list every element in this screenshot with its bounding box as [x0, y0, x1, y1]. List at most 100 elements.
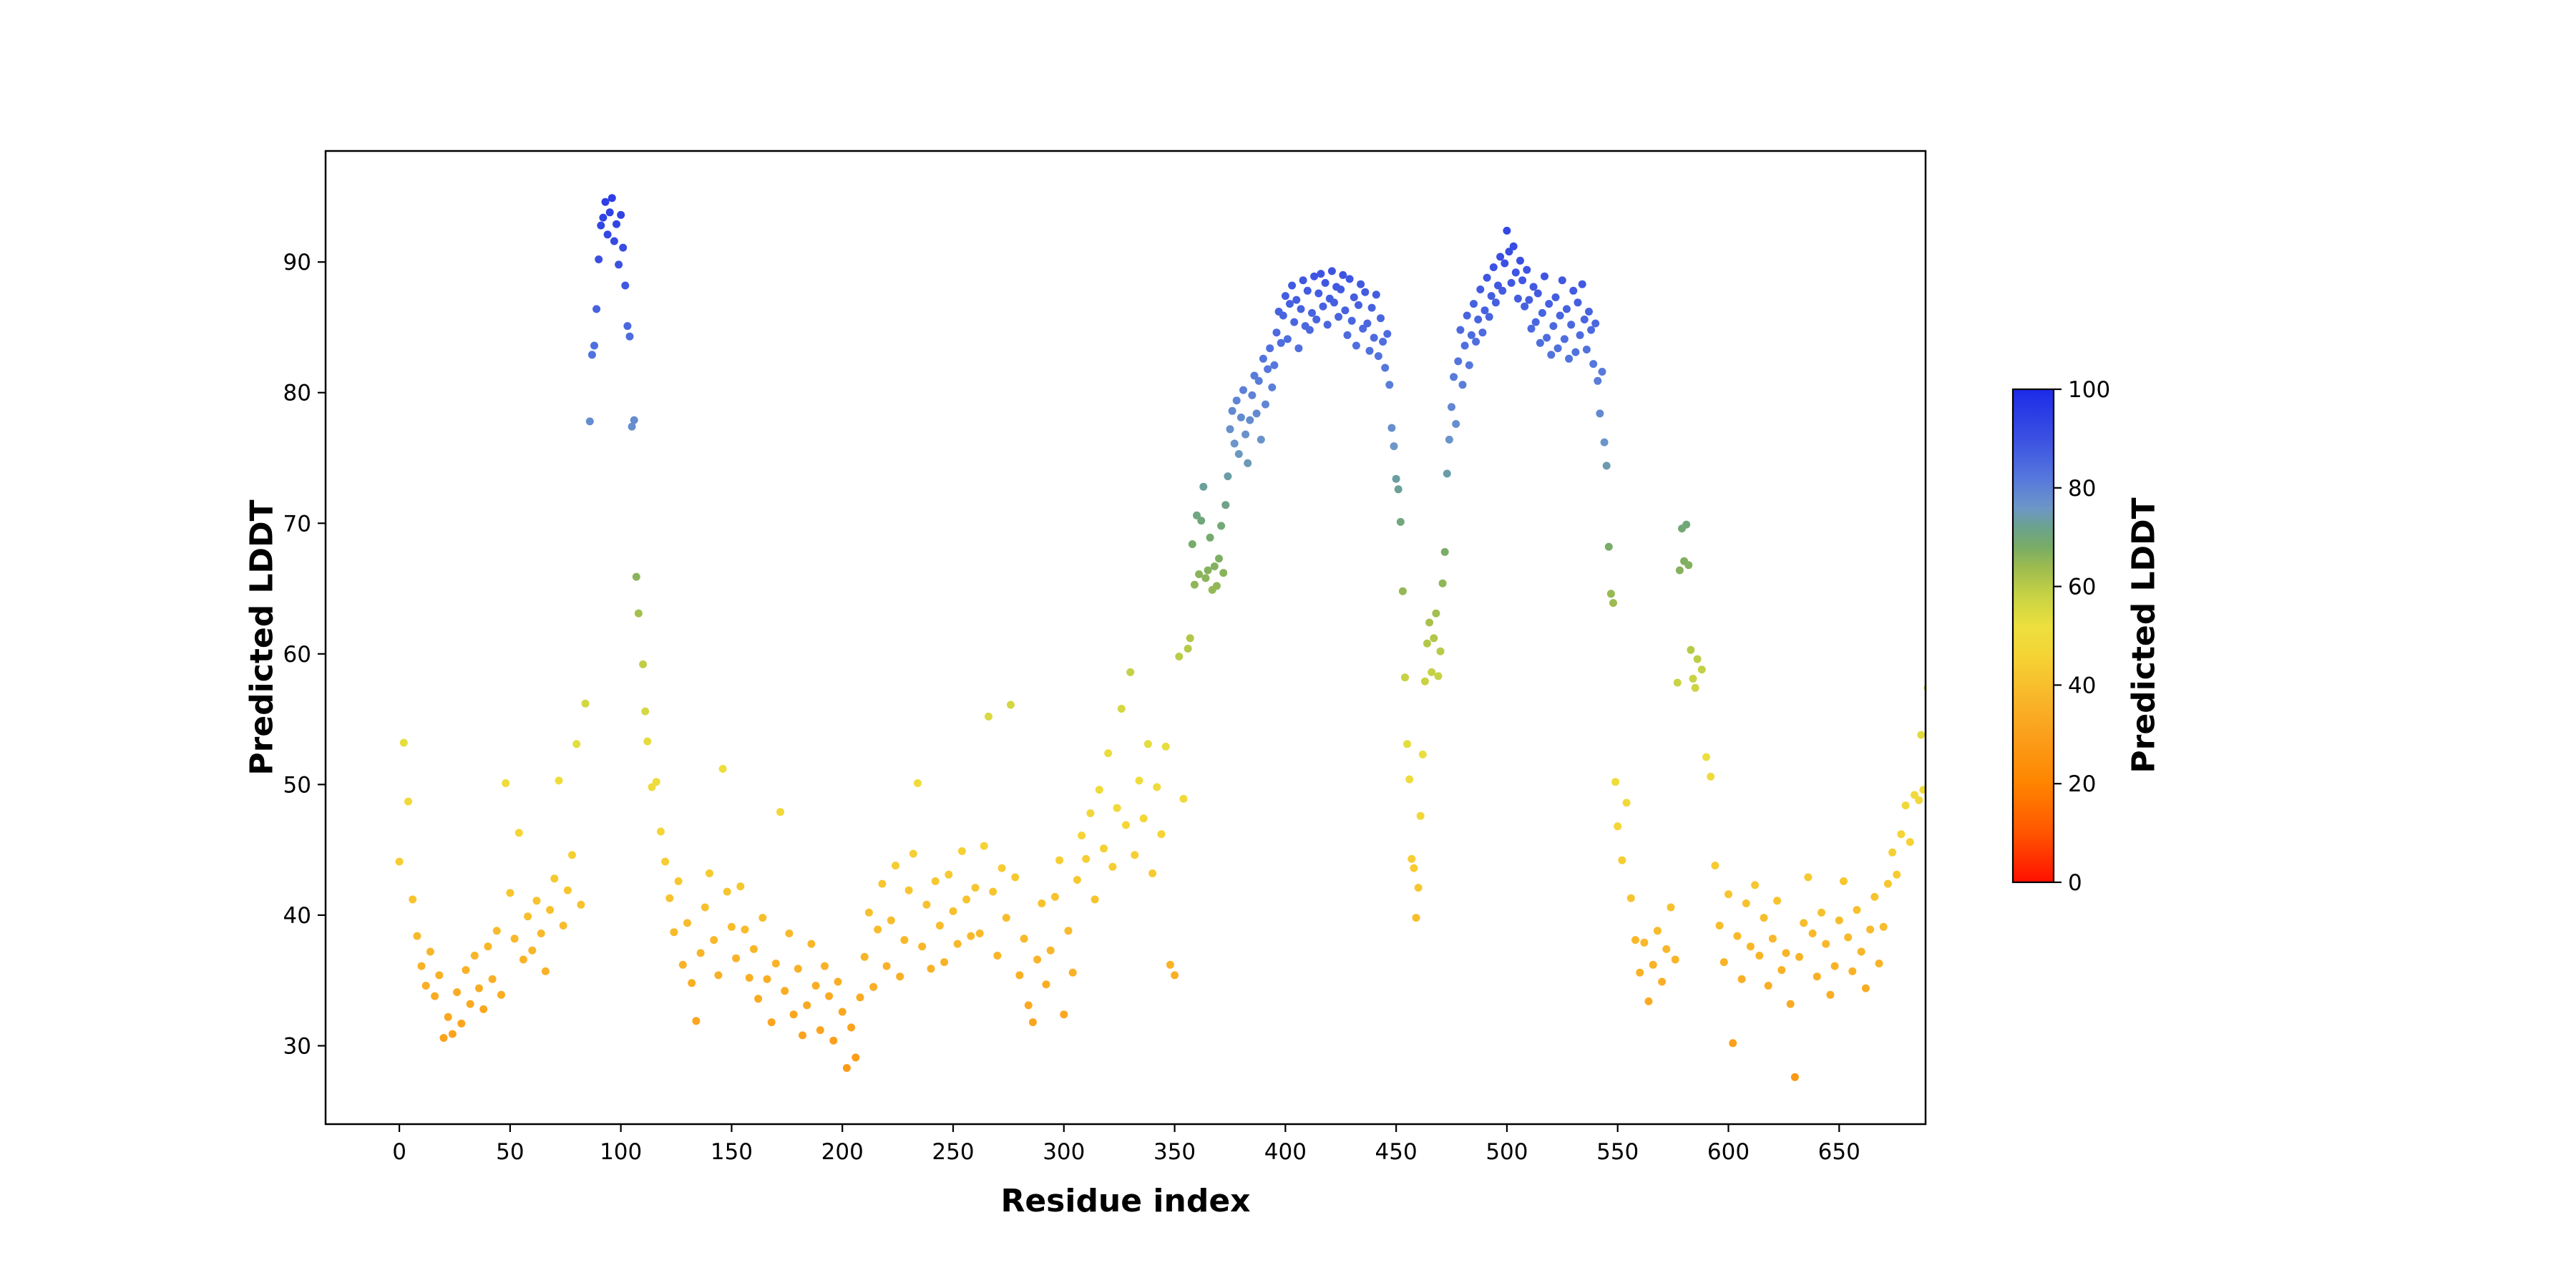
axes-box [324, 150, 1927, 1126]
data-point [1343, 331, 1352, 339]
data-point [1425, 618, 1434, 627]
data-point [1702, 753, 1710, 761]
data-point [1729, 1039, 1737, 1048]
data-point [1201, 574, 1210, 582]
data-point [670, 928, 678, 937]
data-point [1822, 940, 1830, 948]
data-point [1636, 968, 1644, 977]
data-point [1250, 371, 1259, 380]
data-point [1046, 946, 1055, 955]
data-point [409, 895, 417, 904]
data-point [1248, 391, 1257, 399]
colorbar-tick-label: 20 [2068, 771, 2096, 797]
data-point [1870, 892, 1879, 901]
data-point [1485, 313, 1493, 321]
data-point [1153, 783, 1161, 791]
data-point [648, 783, 656, 791]
data-point [736, 882, 745, 891]
data-point [1232, 396, 1241, 405]
data-point [909, 849, 917, 858]
data-point [1476, 286, 1485, 293]
data-point [546, 906, 555, 914]
data-point [945, 870, 953, 879]
data-point [1283, 335, 1292, 343]
data-point [587, 351, 596, 359]
data-point [1813, 972, 1821, 981]
data-point [1711, 862, 1719, 870]
y-tick-label: 80 [283, 381, 311, 406]
data-point [962, 895, 971, 904]
data-point [1064, 927, 1073, 935]
colorbar-outline [2011, 388, 2055, 884]
data-point [1086, 809, 1095, 817]
data-point [479, 1005, 488, 1013]
data-point [1330, 298, 1338, 307]
data-point [1224, 472, 1232, 481]
data-point [1387, 424, 1396, 432]
data-point [404, 797, 412, 806]
data-point [1381, 364, 1390, 372]
data-point [1317, 270, 1325, 278]
data-point [864, 908, 873, 917]
data-point [1095, 786, 1103, 794]
data-point [1448, 403, 1455, 411]
data-point [1507, 278, 1516, 287]
y-tick-label: 30 [283, 1033, 311, 1059]
data-point [1060, 1010, 1068, 1019]
data-point [1684, 561, 1693, 570]
data-point [492, 927, 501, 935]
data-point [1649, 960, 1657, 969]
data-point [1308, 308, 1316, 317]
data-point [1777, 966, 1786, 975]
data-point [1434, 672, 1443, 680]
data-point [1558, 276, 1566, 285]
data-point [1478, 328, 1487, 337]
data-point [1525, 296, 1533, 304]
data-point [484, 942, 492, 951]
data-point [413, 932, 421, 940]
data-point [1531, 318, 1540, 326]
x-tick-label: 250 [932, 1139, 974, 1165]
data-point [1589, 360, 1598, 369]
data-point [1571, 348, 1580, 356]
data-point [1602, 462, 1611, 470]
data-point [643, 737, 652, 746]
data-point [1733, 932, 1742, 940]
data-point [1002, 914, 1010, 922]
data-point [421, 982, 430, 990]
data-point [1436, 647, 1445, 655]
data-point [1687, 645, 1695, 654]
data-point [577, 900, 585, 909]
data-point [1272, 328, 1281, 337]
data-point [754, 995, 763, 1003]
data-point [1028, 1018, 1037, 1027]
data-point [1673, 678, 1682, 687]
data-point [975, 930, 984, 937]
data-point [1299, 276, 1307, 285]
data-point [1350, 293, 1358, 301]
data-point [1567, 321, 1576, 329]
data-point [825, 992, 834, 1000]
data-point [1600, 438, 1609, 447]
data-point [967, 932, 975, 940]
data-point [1808, 930, 1817, 937]
data-point [619, 243, 628, 252]
data-point [785, 930, 794, 937]
data-point [1751, 881, 1760, 889]
data-point [1193, 511, 1201, 519]
data-point [758, 914, 767, 922]
data-point [1412, 914, 1420, 922]
data-point [1790, 1073, 1799, 1081]
data-point [1518, 276, 1527, 285]
data-point [710, 936, 718, 945]
data-point [688, 979, 696, 987]
colorbar-tick-label: 100 [2068, 377, 2110, 403]
data-point [568, 851, 576, 859]
data-point [475, 984, 483, 992]
data-point [615, 260, 623, 269]
data-point [1033, 955, 1042, 964]
data-point [1587, 326, 1596, 334]
data-point [896, 972, 904, 981]
